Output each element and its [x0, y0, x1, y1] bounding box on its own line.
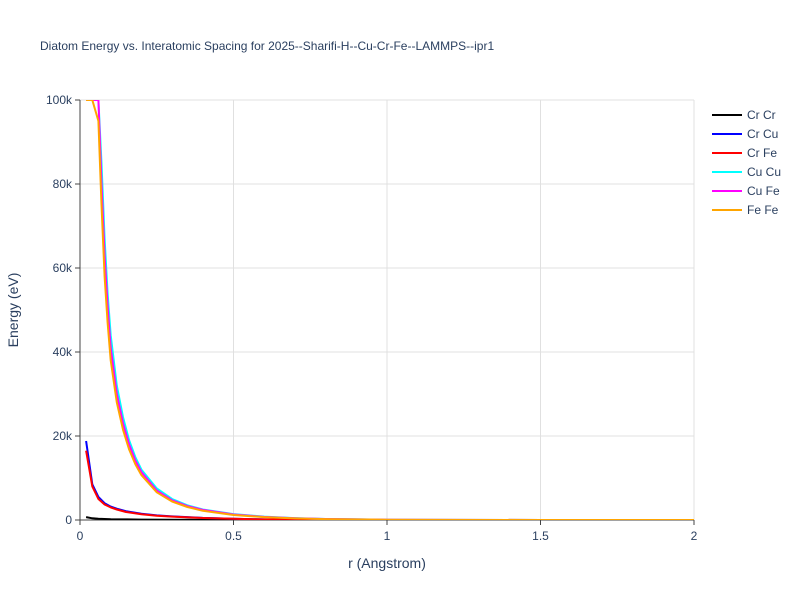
legend-label: Cr Cr: [747, 108, 776, 122]
x-tick-label: 1.5: [532, 529, 549, 543]
y-tick-label: 60k: [53, 261, 73, 275]
series-line-fe-fe: [86, 100, 694, 520]
x-tick-label: 0.5: [225, 529, 242, 543]
legend-item[interactable]: Fe Fe: [712, 203, 779, 217]
legend-label: Cu Fe: [747, 184, 780, 198]
series-line-cr-cu: [85, 440, 694, 520]
legend-item[interactable]: Cr Fe: [712, 146, 777, 160]
y-tick-label: 100k: [46, 93, 73, 107]
legend-label: Cr Cu: [747, 127, 778, 141]
x-tick-label: 1: [384, 529, 391, 543]
series-line-cr-cr: [85, 516, 694, 520]
legend-item[interactable]: Cu Fe: [712, 184, 780, 198]
x-axis-ticks: 0 0.5 1 1.5 2: [77, 520, 698, 543]
series-line-cu-fe: [86, 100, 694, 520]
y-axis-title: Energy (eV): [5, 273, 21, 348]
y-tick-label: 80k: [53, 177, 73, 191]
legend-label: Cr Fe: [747, 146, 777, 160]
chart-title: Diatom Energy vs. Interatomic Spacing fo…: [40, 39, 494, 53]
y-tick-label: 0: [65, 513, 72, 527]
y-tick-label: 40k: [53, 345, 73, 359]
x-tick-label: 0: [77, 529, 84, 543]
legend-item[interactable]: Cr Cu: [712, 127, 778, 141]
series-line-cu-cu: [86, 100, 694, 520]
plot-area: [85, 100, 694, 520]
y-axis-ticks: 0 20k 40k 60k 80k 100k: [46, 93, 80, 527]
legend-item[interactable]: Cu Cu: [712, 165, 781, 179]
legend-label: Cu Cu: [747, 165, 781, 179]
legend-item[interactable]: Cr Cr: [712, 108, 776, 122]
grid: [79, 99, 695, 521]
x-axis-title: r (Angstrom): [348, 555, 426, 571]
y-tick-label: 20k: [53, 429, 73, 443]
series-line-cr-fe: [85, 450, 694, 520]
legend[interactable]: Cr Cr Cr Cu Cr Fe Cu Cu Cu Fe Fe Fe: [712, 108, 781, 217]
x-tick-label: 2: [691, 529, 698, 543]
legend-label: Fe Fe: [747, 203, 779, 217]
